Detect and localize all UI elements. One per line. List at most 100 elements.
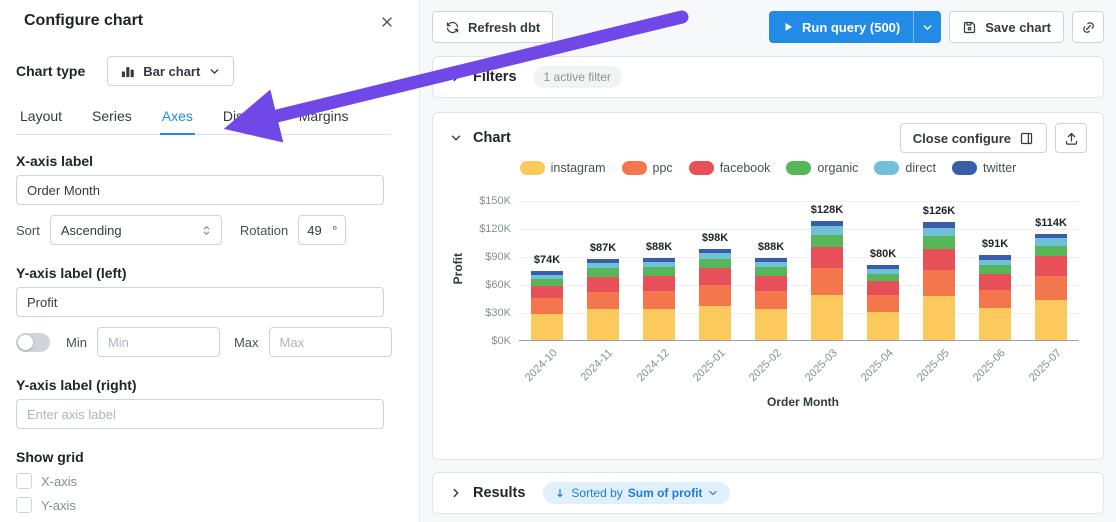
bar-segment-twitter[interactable]	[867, 265, 899, 270]
bar-segment-instagram[interactable]	[923, 296, 955, 340]
bar-stack[interactable]	[1035, 233, 1067, 340]
bar-segment-twitter[interactable]	[979, 255, 1011, 260]
tab-axes[interactable]: Axes	[159, 102, 195, 135]
y-axis-left-input[interactable]	[16, 287, 384, 317]
tab-layout[interactable]: Layout	[20, 108, 63, 124]
legend-item-facebook[interactable]: facebook	[688, 161, 770, 175]
bar-segment-organic[interactable]	[979, 265, 1011, 274]
legend-item-organic[interactable]: organic	[786, 161, 858, 175]
bar-segment-direct[interactable]	[923, 228, 955, 237]
bar-segment-ppc[interactable]	[643, 290, 675, 310]
share-link-button[interactable]	[1072, 11, 1104, 43]
bar-segment-twitter[interactable]	[811, 220, 843, 227]
bar-segment-organic[interactable]	[587, 268, 619, 277]
chart-type-dropdown[interactable]: Bar chart	[107, 56, 235, 86]
legend-item-direct[interactable]: direct	[874, 161, 936, 175]
bar-segment-ppc[interactable]	[755, 290, 787, 310]
bar-stack[interactable]	[587, 258, 619, 340]
results-section[interactable]: Results Sorted by Sum of profit	[432, 472, 1104, 514]
close-icon[interactable]	[377, 12, 397, 32]
bar-segment-facebook[interactable]	[1035, 256, 1067, 276]
tab-margins[interactable]: Margins	[298, 108, 349, 124]
bar-segment-twitter[interactable]	[699, 248, 731, 254]
bar-segment-direct[interactable]	[699, 253, 731, 259]
bar-segment-ppc[interactable]	[587, 291, 619, 310]
rotation-input[interactable]	[307, 222, 330, 238]
bar-segment-instagram[interactable]	[811, 295, 843, 340]
sorted-by-badge[interactable]: Sorted by Sum of profit	[543, 482, 731, 504]
tab-series[interactable]: Series	[92, 108, 132, 124]
bar-segment-ppc[interactable]	[979, 289, 1011, 309]
bar-segment-facebook[interactable]	[811, 246, 843, 269]
run-query-dropdown[interactable]	[913, 11, 942, 43]
max-input[interactable]	[268, 327, 392, 357]
bar-segment-ppc[interactable]	[923, 270, 955, 297]
bar-segment-facebook[interactable]	[643, 275, 675, 291]
bar-segment-direct[interactable]	[643, 261, 675, 268]
bar-segment-direct[interactable]	[531, 274, 563, 280]
export-chart-button[interactable]	[1055, 123, 1087, 153]
bar-segment-facebook[interactable]	[531, 285, 563, 299]
filters-section[interactable]: Filters 1 active filter	[432, 56, 1104, 98]
bar-segment-facebook[interactable]	[699, 268, 731, 285]
legend-item-twitter[interactable]: twitter	[952, 161, 1016, 175]
bar-segment-organic[interactable]	[811, 234, 843, 247]
bar-segment-direct[interactable]	[811, 226, 843, 235]
bar-stack[interactable]	[755, 257, 787, 340]
bar-segment-facebook[interactable]	[923, 248, 955, 271]
bar-segment-direct[interactable]	[1035, 238, 1067, 246]
bar-segment-twitter[interactable]	[531, 271, 563, 275]
bar-segment-instagram[interactable]	[1035, 299, 1067, 340]
bar-segment-direct[interactable]	[979, 259, 1011, 266]
tab-display[interactable]: Display	[222, 108, 269, 124]
bar-segment-direct[interactable]	[587, 262, 619, 269]
bar-segment-instagram[interactable]	[755, 309, 787, 340]
bar-segment-facebook[interactable]	[979, 273, 1011, 290]
bar-segment-instagram[interactable]	[643, 309, 675, 340]
bar-segment-instagram[interactable]	[531, 313, 563, 340]
bar-segment-organic[interactable]	[531, 279, 563, 286]
bar-stack[interactable]	[811, 220, 843, 340]
bar-segment-instagram[interactable]	[867, 312, 899, 340]
bar-segment-twitter[interactable]	[587, 258, 619, 263]
bar-segment-instagram[interactable]	[699, 305, 731, 340]
sort-select[interactable]: Ascending	[49, 215, 222, 245]
bar-segment-ppc[interactable]	[1035, 275, 1067, 300]
bar-segment-twitter[interactable]	[923, 222, 955, 229]
bar-segment-twitter[interactable]	[643, 257, 675, 262]
bar-segment-direct[interactable]	[867, 269, 899, 274]
y-axis-right-input[interactable]	[16, 399, 384, 429]
x-axis-grid-checkbox[interactable]	[16, 473, 32, 489]
bar-segment-facebook[interactable]	[755, 275, 787, 291]
bar-stack[interactable]	[643, 257, 675, 340]
y-axis-grid-checkbox[interactable]	[16, 497, 32, 513]
run-query-button[interactable]: Run query (500)	[768, 11, 914, 43]
bar-segment-twitter[interactable]	[755, 257, 787, 262]
bar-segment-ppc[interactable]	[699, 285, 731, 306]
bar-segment-ppc[interactable]	[531, 298, 563, 314]
bar-segment-organic[interactable]	[699, 258, 731, 269]
legend-item-instagram[interactable]: instagram	[519, 161, 606, 175]
chart-section-toggle[interactable]: Chart	[449, 130, 511, 146]
bar-segment-instagram[interactable]	[979, 308, 1011, 340]
bar-segment-ppc[interactable]	[811, 268, 843, 296]
bar-stack[interactable]	[923, 222, 955, 340]
refresh-dbt-button[interactable]: Refresh dbt	[432, 11, 554, 43]
save-chart-button[interactable]: Save chart	[949, 11, 1064, 43]
close-configure-button[interactable]: Close configure	[899, 123, 1047, 153]
bar-segment-instagram[interactable]	[587, 309, 619, 340]
min-input[interactable]	[96, 327, 220, 357]
min-max-toggle[interactable]	[16, 332, 50, 352]
bar-stack[interactable]	[979, 255, 1011, 340]
x-axis-label-input[interactable]	[16, 175, 384, 205]
bar-segment-organic[interactable]	[643, 267, 675, 276]
bar-segment-organic[interactable]	[755, 267, 787, 276]
bar-segment-organic[interactable]	[867, 273, 899, 282]
bar-stack[interactable]	[867, 265, 899, 340]
bar-segment-facebook[interactable]	[867, 281, 899, 296]
bar-segment-direct[interactable]	[755, 261, 787, 268]
bar-segment-ppc[interactable]	[867, 295, 899, 312]
bar-stack[interactable]	[699, 248, 731, 340]
bar-segment-organic[interactable]	[923, 236, 955, 249]
legend-item-ppc[interactable]: ppc	[621, 161, 673, 175]
